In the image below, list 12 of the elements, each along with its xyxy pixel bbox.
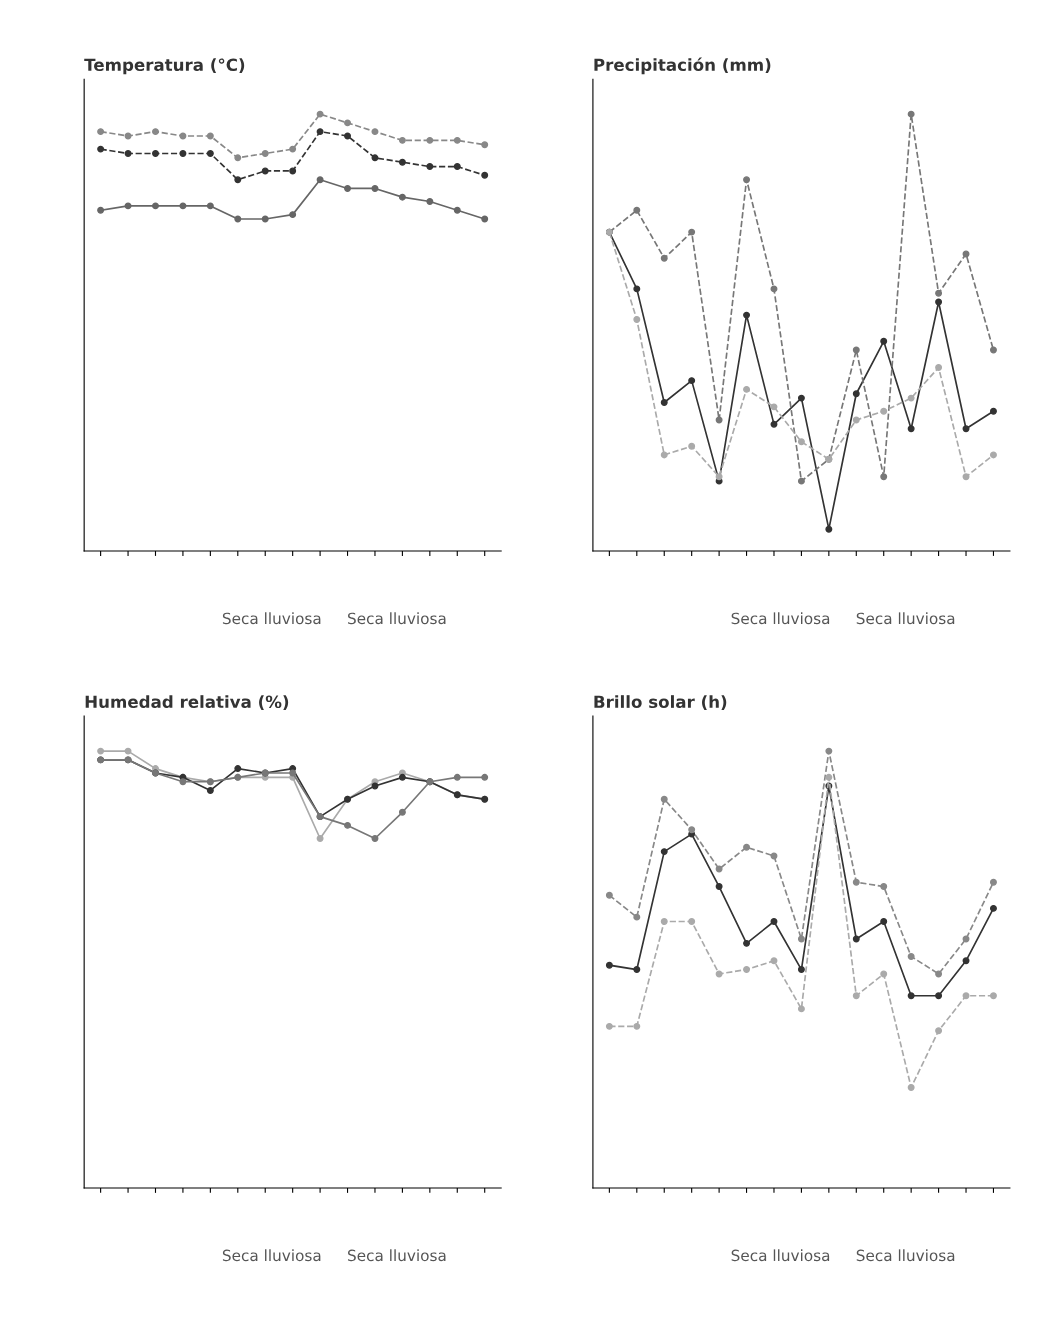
- text: Seca lluviosa: [222, 612, 321, 625]
- text: Seca lluviosa: [222, 1249, 321, 1262]
- text: Seca lluviosa: [856, 1249, 955, 1262]
- text: Seca lluviosa: [348, 1249, 446, 1262]
- text: Seca lluviosa: [731, 612, 830, 625]
- chart-title: Humedad relativa (%): [85, 695, 289, 711]
- text: Seca lluviosa: [348, 612, 446, 625]
- chart-title: Brillo solar (h): [594, 695, 727, 711]
- text: Seca lluviosa: [731, 1249, 830, 1262]
- chart-title: Precipitación (mm): [594, 57, 771, 75]
- text: Seca lluviosa: [856, 612, 955, 625]
- chart-title: Temperatura (°C): [84, 58, 245, 75]
